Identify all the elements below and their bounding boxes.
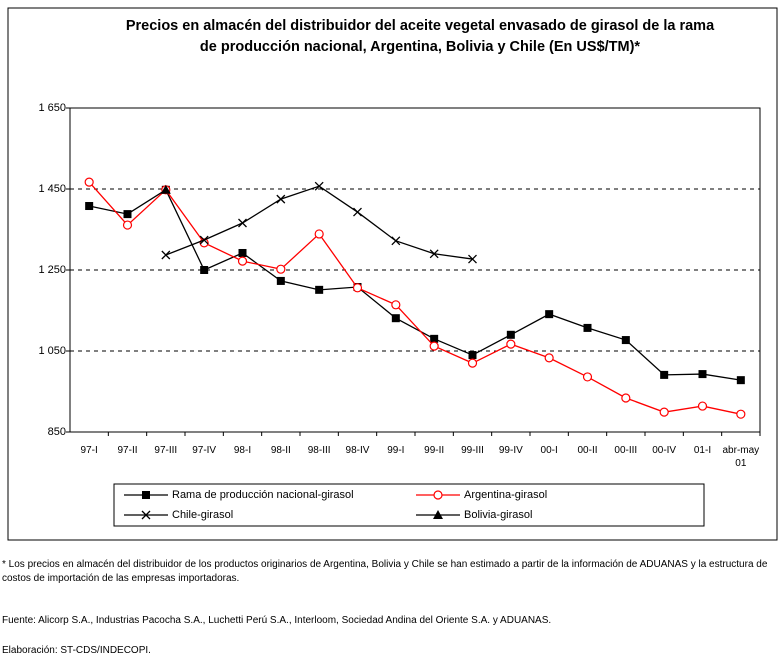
marker: [430, 334, 439, 343]
x-tick-label: 98-IV: [345, 445, 370, 456]
footnote: * Los precios en almacén del distribuido…: [2, 559, 768, 584]
marker: [200, 266, 209, 274]
x-tick-label: 97-IV: [192, 445, 217, 456]
legend-label: Bolivia-girasol: [464, 509, 532, 521]
marker: [468, 254, 477, 264]
marker: [429, 249, 439, 259]
marker: [391, 300, 401, 310]
chart-title: Precios en almacén del distribuidor del …: [125, 18, 715, 55]
credits: Elaboración: ST-CDS/INDECOPI.: [2, 645, 151, 656]
source: Fuente: Alicorp S.A., Industrias Pacocha…: [2, 615, 552, 626]
marker: [276, 264, 286, 274]
y-tick-label: 1 250: [38, 264, 66, 276]
x-tick-label: 00-I: [540, 445, 558, 456]
x-tick-label: abr-may 01: [722, 445, 760, 469]
x-tick-label: 00-III: [614, 445, 638, 456]
x-tick-label: 00-II: [577, 445, 598, 456]
marker: [582, 372, 593, 382]
series-line: [88, 181, 741, 415]
y-tick-label: 1 450: [38, 183, 66, 195]
x-tick-label: 98-II: [270, 445, 291, 456]
x-tick-label: 99-I: [387, 445, 405, 456]
legend-label: Argentina-girasol: [464, 489, 547, 501]
marker: [161, 250, 171, 260]
marker: [506, 339, 516, 349]
y-tick-label: 1 650: [38, 102, 66, 114]
marker: [123, 210, 132, 219]
chart-frame: [7, 7, 778, 541]
marker: [467, 358, 478, 368]
marker: [545, 310, 554, 319]
marker: [122, 220, 133, 230]
x-tick-label: 97-II: [117, 445, 138, 456]
marker: [544, 353, 554, 363]
marker: [429, 341, 439, 351]
legend-box: [113, 483, 705, 527]
marker: [276, 276, 285, 285]
marker: [238, 218, 247, 228]
marker: [142, 491, 150, 499]
y-tick-label: 1 050: [38, 345, 66, 357]
x-tick-label: 99-II: [424, 445, 445, 456]
marker: [659, 407, 669, 417]
marker: [353, 207, 362, 217]
series-line: [165, 185, 473, 260]
marker: [433, 490, 443, 500]
legend-label: Chile-girasol: [172, 509, 233, 521]
x-tick-label: 98-III: [307, 445, 331, 456]
x-tick-label: 01-I: [693, 445, 712, 456]
marker: [237, 256, 248, 266]
marker: [621, 336, 630, 345]
marker: [697, 401, 708, 411]
marker: [85, 202, 94, 211]
x-tick-label: 97-III: [154, 445, 178, 456]
x-tick-label: 99-III: [461, 445, 484, 456]
marker: [583, 323, 592, 332]
marker: [314, 181, 324, 191]
series-line: [89, 188, 741, 381]
x-tick-label: 99-IV: [498, 445, 523, 456]
marker: [391, 236, 401, 246]
y-tick-label: 850: [48, 426, 66, 438]
marker: [506, 330, 515, 339]
marker: [352, 283, 363, 293]
marker: [736, 409, 746, 419]
legend-label: Rama de producción nacional-girasol: [172, 489, 354, 501]
marker: [698, 370, 707, 379]
marker: [391, 314, 400, 323]
marker: [314, 229, 324, 239]
marker: [468, 351, 477, 360]
marker: [315, 285, 324, 294]
marker: [238, 248, 247, 257]
marker: [84, 177, 94, 187]
marker: [276, 194, 286, 204]
marker: [736, 376, 745, 385]
marker: [199, 235, 209, 245]
marker: [660, 370, 669, 379]
marker: [433, 510, 443, 519]
x-tick-label: 00-IV: [652, 445, 677, 456]
x-tick-label: 97-I: [80, 445, 98, 456]
marker: [621, 393, 631, 403]
x-tick-label: 98-I: [233, 445, 252, 456]
marker: [141, 510, 151, 520]
marker: [160, 184, 171, 194]
